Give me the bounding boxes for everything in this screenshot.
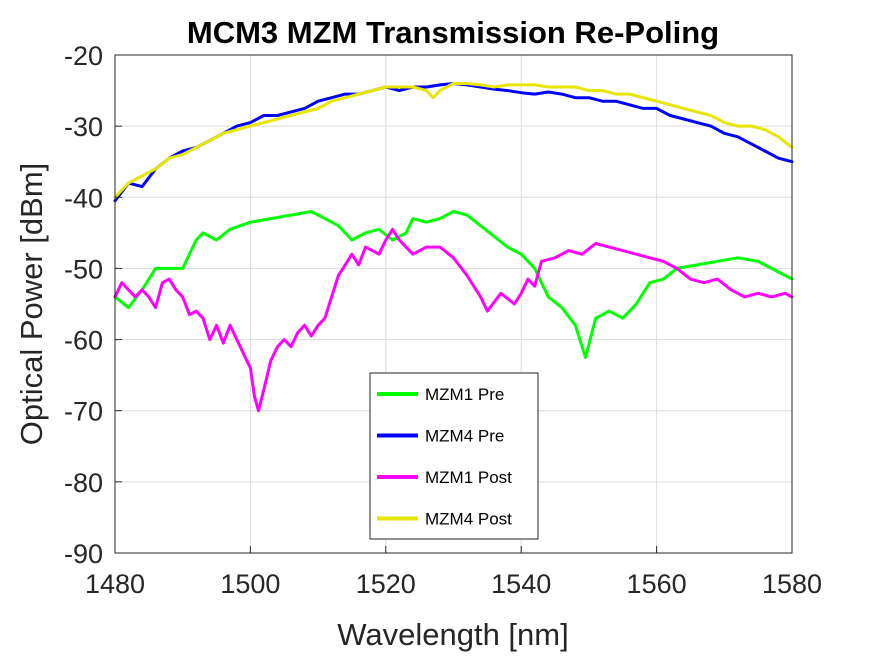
x-tick-label: 1520: [356, 569, 416, 599]
series-line-mzm1-post: [113, 227, 794, 413]
y-tick-label: -20: [64, 41, 103, 71]
legend-label-mzm4-pre: MZM4 Pre: [425, 427, 504, 446]
plot-frame: [114, 54, 793, 554]
y-tick-label: -90: [64, 539, 103, 569]
x-tick-label: 1580: [762, 569, 822, 599]
y-tick-label: -60: [64, 326, 103, 356]
x-tick-label: 1560: [627, 569, 687, 599]
y-tick-label: -30: [64, 112, 103, 142]
x-tick-label: 1500: [220, 569, 280, 599]
x-tick-label: 1480: [85, 569, 145, 599]
series-layer: [113, 82, 794, 413]
legend-label-mzm1-post: MZM1 Post: [425, 468, 512, 487]
legend-label-mzm4-post: MZM4 Post: [425, 510, 512, 529]
x-tick-label: 1540: [491, 569, 551, 599]
y-ticks: -20 -30 -40 -50 -60 -70 -80 -90: [64, 41, 122, 569]
y-tick-label: -50: [64, 254, 103, 284]
legend: MZM1 Pre MZM4 Pre MZM1 Post MZM4 Post: [369, 372, 539, 540]
legend-box: [369, 372, 539, 540]
y-tick-label: -40: [64, 183, 103, 213]
x-axis-label: Wavelength [nm]: [337, 617, 568, 652]
y-tick-label: -70: [64, 397, 103, 427]
series-line-mzm1-pre: [113, 210, 794, 359]
y-axis-label: Optical Power [dBm]: [14, 163, 49, 446]
x-ticks: 1480 1500 1520 1540 1560 1580: [85, 546, 822, 599]
chart-title: MCM3 MZM Transmission Re-Poling: [187, 15, 719, 50]
series-line-mzm4-post: [113, 82, 794, 199]
legend-label-mzm1-pre: MZM1 Pre: [425, 385, 504, 404]
y-tick-label: -80: [64, 468, 103, 498]
